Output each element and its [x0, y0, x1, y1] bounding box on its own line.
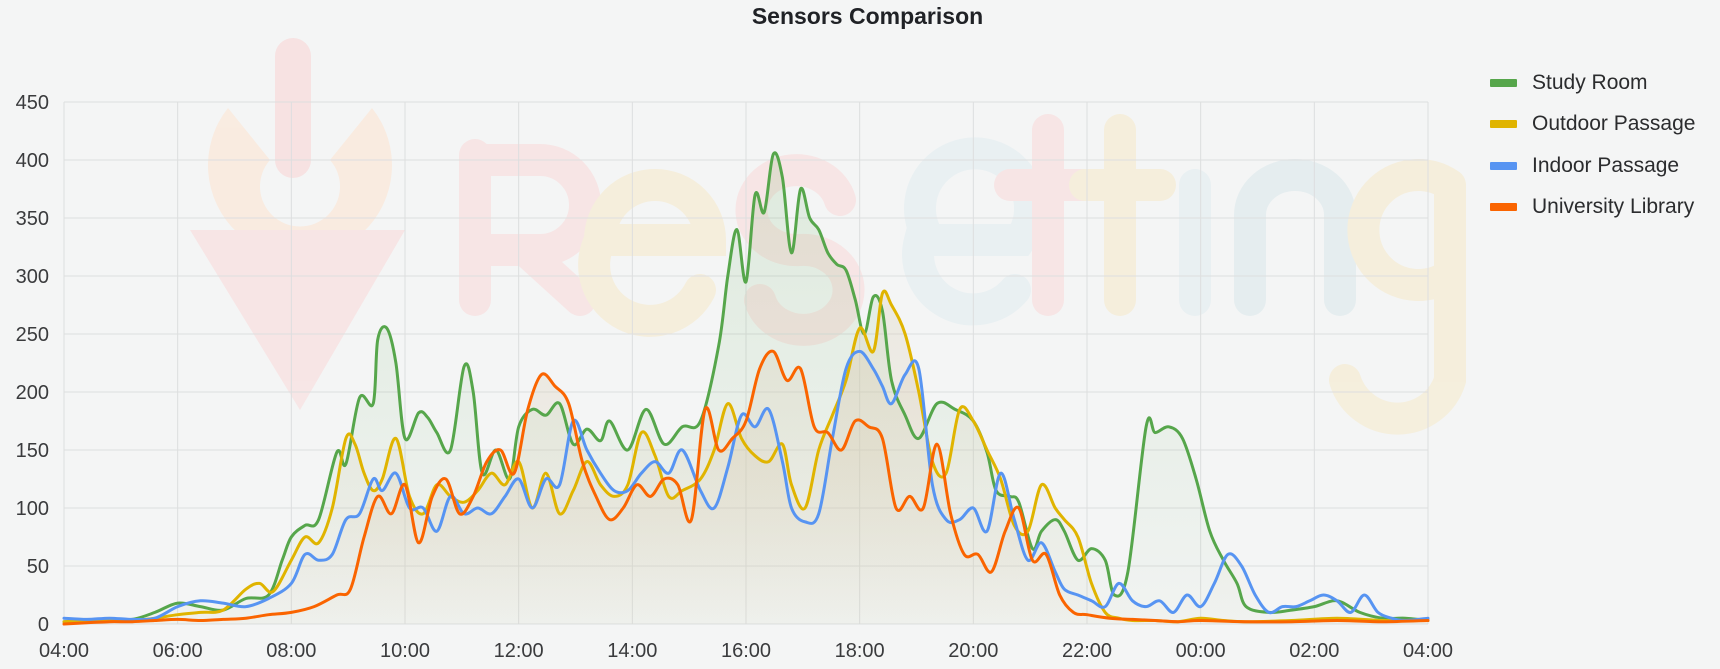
watermark-emblem-pin — [190, 230, 405, 410]
y-tick-label: 450 — [16, 92, 49, 114]
y-tick-label: 150 — [16, 440, 49, 462]
legend-swatch — [1490, 120, 1517, 129]
legend-item[interactable]: Study Room — [1490, 62, 1695, 104]
series-line[interactable] — [62, 349, 1430, 626]
x-tick-label: 22:00 — [1062, 640, 1112, 662]
x-tick-label: 10:00 — [380, 640, 430, 662]
x-tick-label: 04:00 — [39, 640, 89, 662]
series-area — [64, 351, 1428, 624]
legend-swatch — [1490, 161, 1517, 170]
series-line[interactable] — [62, 289, 1430, 624]
x-tick-label: 08:00 — [266, 640, 316, 662]
series-line[interactable] — [62, 151, 1430, 624]
series-line[interactable] — [62, 349, 1430, 622]
y-axis: 0 50 100 150 200 250 300 350 400 450 — [16, 92, 49, 636]
chart-areas — [64, 152, 1428, 624]
y-tick-label: 350 — [16, 208, 49, 230]
legend-item[interactable]: University Library — [1490, 187, 1695, 229]
watermark-logo — [190, 38, 1466, 435]
watermark-emblem-ring — [208, 108, 393, 258]
legend-item[interactable]: Indoor Passage — [1490, 145, 1695, 187]
legend-label: University Library — [1532, 195, 1695, 219]
x-tick-label: 06:00 — [153, 640, 203, 662]
legend-label: Outdoor Passage — [1532, 112, 1696, 136]
legend-swatch — [1490, 203, 1517, 212]
x-tick-label: 16:00 — [721, 640, 771, 662]
legend-swatch — [1490, 78, 1517, 87]
watermark-emblem-bar — [275, 38, 311, 178]
chart-title: Sensors Comparison — [751, 3, 984, 29]
chart-legend: Study Room Outdoor Passage Indoor Passage U… — [1490, 62, 1695, 228]
y-tick-label: 0 — [38, 614, 49, 636]
x-tick-label: 18:00 — [835, 640, 885, 662]
x-tick-label: 04:00 — [1403, 640, 1453, 662]
x-tick-label: 12:00 — [494, 640, 544, 662]
y-tick-label: 100 — [16, 498, 49, 520]
legend-label: Study Room — [1532, 70, 1648, 94]
y-tick-label: 400 — [16, 150, 49, 172]
x-axis: 04:00 06:00 08:00 10:00 12:00 14:00 16:00 18:00… — [39, 640, 1453, 662]
x-tick-label: 20:00 — [948, 640, 998, 662]
legend-label: Indoor Passage — [1532, 153, 1680, 177]
x-tick-label: 14:00 — [607, 640, 657, 662]
y-tick-label: 300 — [16, 266, 49, 288]
legend-item[interactable]: Outdoor Passage — [1490, 104, 1695, 146]
y-tick-label: 200 — [16, 382, 49, 404]
x-tick-label: 02:00 — [1289, 640, 1339, 662]
y-tick-label: 250 — [16, 324, 49, 346]
y-tick-label: 50 — [27, 556, 49, 578]
x-tick-label: 00:00 — [1176, 640, 1226, 662]
chart-lines — [62, 151, 1430, 626]
